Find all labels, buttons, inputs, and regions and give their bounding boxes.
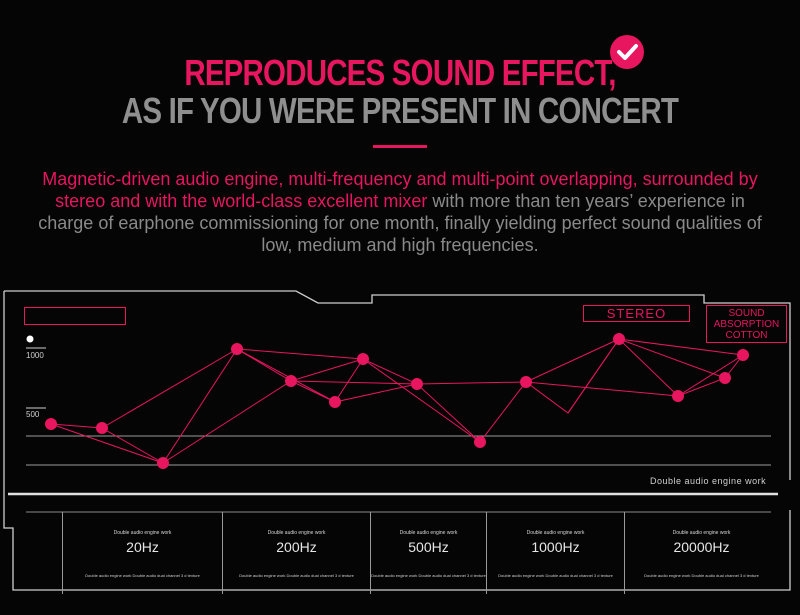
headline-line-1: REPRODUCES SOUND EFFECT, [184,52,616,93]
title-divider [373,145,427,148]
graph-node [613,333,625,345]
cell-title: Double audio engine work [526,530,585,536]
stereo-label: STEREO [583,305,690,322]
cell-value: 1000Hz [531,539,580,555]
frequency-table: Double audio engine work 20Hz Double aud… [62,512,778,594]
panel-frame-top [4,290,791,480]
graph-node [231,343,243,355]
description-rest: with more than ten years’ experience in … [38,191,762,255]
graph-node [411,378,423,390]
graph-node [285,375,297,387]
empty-label-box [24,307,126,325]
cell-note: Double audio engine work Double audio du… [85,573,200,578]
cell-title: Double audio engine work [113,530,172,536]
graph-node [737,349,749,361]
graph-node [157,457,169,469]
cell-note: Double audio engine work Double audio du… [644,573,759,578]
cell-title: Double audio engine work [267,530,326,536]
graph-node [329,396,341,408]
engine-tag: Double audio engine work [650,476,767,486]
frequency-cell: Double audio engine work 1000Hz Double a… [486,512,624,594]
graph-node [719,372,731,384]
checkmark-icon [610,35,644,69]
cell-note: Double audio engine work Double audio du… [239,573,354,578]
frequency-cell: Double audio engine work 200Hz Double au… [222,512,370,594]
graph-node [474,436,486,448]
cell-title: Double audio engine work [672,530,731,536]
graph-node [672,390,684,402]
graph-node [96,422,108,434]
panel-frame-bottom [3,291,791,591]
cell-value: 500Hz [408,539,449,555]
network-nodes [45,333,749,469]
graph-node [45,418,57,430]
sound-absorption-label: SOUND ABSORPTION COTTON [706,305,787,343]
y-tick-label-high: 1000 [26,351,44,360]
frequency-cell: Double audio engine work 500Hz Double au… [370,512,486,594]
cell-title: Double audio engine work [399,530,458,536]
graph-node [357,353,369,365]
y-marker-dot [26,335,34,343]
headline-line-2: AS IF YOU WERE PRESENT IN CONCERT [121,90,679,131]
description-highlight: Magnetic-driven audio engine, multi-freq… [42,169,758,211]
cell-note: Double audio engine work Double audio du… [498,573,613,578]
frequency-cell: Double audio engine work 20000Hz Double … [624,512,778,594]
y-tick-label-low: 500 [26,410,40,419]
cell-value: 20Hz [126,539,159,555]
cell-value: 200Hz [276,539,317,555]
cell-value: 20000Hz [673,539,730,555]
network-lines [50,338,744,464]
cell-note: Double audio engine work Double audio du… [371,573,486,578]
description: Magnetic-driven audio engine, multi-freq… [30,168,770,256]
frequency-cell: Double audio engine work 20Hz Double aud… [62,512,222,594]
graph-node [520,376,532,388]
